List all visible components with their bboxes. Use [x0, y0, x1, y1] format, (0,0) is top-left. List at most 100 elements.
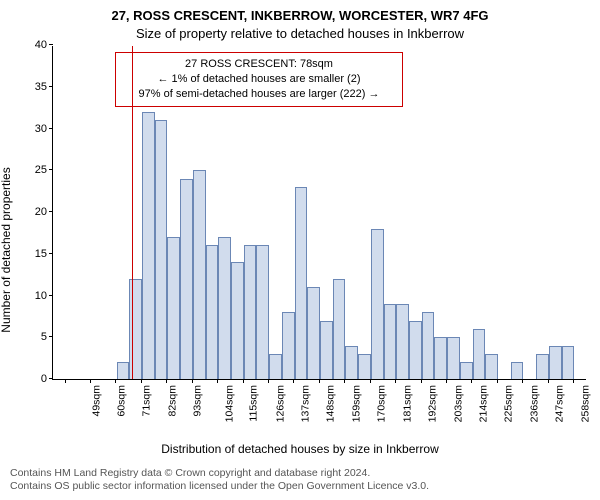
footer-attribution: Contains HM Land Registry data © Crown c… — [10, 467, 429, 494]
x-tick-label: 203sqm — [452, 385, 464, 422]
histogram-bar — [218, 237, 231, 379]
y-tick-mark — [49, 295, 53, 296]
histogram-bar — [422, 312, 435, 379]
x-tick-mark — [548, 379, 549, 383]
x-tick-label: 159sqm — [350, 385, 362, 422]
x-tick-label: 60sqm — [116, 385, 128, 417]
x-tick-mark — [446, 379, 447, 383]
y-tick-mark — [49, 253, 53, 254]
y-tick-label: 25 — [35, 164, 53, 176]
x-tick-label: 115sqm — [248, 385, 260, 422]
histogram-bar — [562, 346, 575, 379]
x-tick-label: 148sqm — [325, 385, 337, 422]
property-marker-line — [132, 46, 133, 379]
histogram-bar — [549, 346, 562, 379]
x-tick-label: 258sqm — [579, 385, 591, 422]
x-tick-mark — [319, 379, 320, 383]
histogram-bar — [447, 337, 460, 379]
x-tick-label: 225sqm — [503, 385, 515, 422]
chart-title-address: 27, ROSS CRESCENT, INKBERROW, WORCESTER,… — [0, 8, 600, 23]
x-tick-mark — [522, 379, 523, 383]
x-tick-label: 93sqm — [192, 385, 204, 417]
x-tick-label: 236sqm — [528, 385, 540, 422]
histogram-bar — [409, 321, 422, 379]
x-tick-mark — [141, 379, 142, 383]
histogram-chart: 27, ROSS CRESCENT, INKBERROW, WORCESTER,… — [0, 0, 600, 500]
x-tick-mark — [166, 379, 167, 383]
x-tick-label: 71sqm — [141, 385, 153, 417]
x-tick-mark — [243, 379, 244, 383]
x-tick-label: 170sqm — [376, 385, 388, 422]
x-tick-label: 137sqm — [299, 385, 311, 422]
x-tick-mark — [344, 379, 345, 383]
x-tick-label: 214sqm — [477, 385, 489, 422]
x-tick-label: 126sqm — [274, 385, 286, 422]
histogram-bar — [434, 337, 447, 379]
x-tick-mark — [90, 379, 91, 383]
histogram-bar — [256, 245, 269, 379]
y-tick-mark — [49, 169, 53, 170]
x-tick-mark — [293, 379, 294, 383]
y-tick-mark — [49, 86, 53, 87]
x-tick-mark — [192, 379, 193, 383]
x-tick-mark — [573, 379, 574, 383]
footer-line-2: Contains OS public sector information li… — [10, 480, 429, 494]
histogram-bar — [536, 354, 549, 379]
x-tick-label: 104sqm — [223, 385, 235, 422]
x-tick-mark — [421, 379, 422, 383]
histogram-bar — [511, 362, 524, 379]
annotation-line-3: 97% of semi-detached houses are larger (… — [124, 87, 394, 102]
histogram-bar — [307, 287, 320, 379]
x-tick-mark — [471, 379, 472, 383]
footer-line-1: Contains HM Land Registry data © Crown c… — [10, 467, 429, 481]
x-tick-mark — [115, 379, 116, 383]
y-tick-label: 20 — [35, 206, 53, 218]
histogram-bar — [155, 120, 168, 379]
histogram-bar — [244, 245, 257, 379]
y-tick-label: 15 — [35, 248, 53, 260]
x-tick-label: 49sqm — [90, 385, 102, 417]
histogram-bar — [206, 245, 219, 379]
histogram-bar — [117, 362, 130, 379]
histogram-bar — [167, 237, 180, 379]
y-tick-label: 40 — [35, 39, 53, 51]
x-tick-label: 247sqm — [554, 385, 566, 422]
chart-subtitle: Size of property relative to detached ho… — [0, 26, 600, 41]
histogram-bar — [333, 279, 346, 379]
x-tick-mark — [395, 379, 396, 383]
histogram-bar — [384, 304, 397, 379]
y-tick-mark — [49, 378, 53, 379]
x-tick-label: 192sqm — [426, 385, 438, 422]
y-tick-label: 35 — [35, 81, 53, 93]
histogram-bar — [231, 262, 244, 379]
histogram-bar — [460, 362, 473, 379]
histogram-bar — [396, 304, 409, 379]
y-tick-label: 30 — [35, 123, 53, 135]
histogram-bar — [180, 179, 193, 379]
x-tick-mark — [268, 379, 269, 383]
histogram-bar — [485, 354, 498, 379]
y-tick-mark — [49, 44, 53, 45]
y-tick-mark — [49, 336, 53, 337]
y-tick-label: 0 — [41, 373, 53, 385]
histogram-bar — [358, 354, 371, 379]
x-tick-label: 82sqm — [166, 385, 178, 417]
plot-area: 27 ROSS CRESCENT: 78sqm ← 1% of detached… — [52, 46, 586, 380]
histogram-bar — [371, 229, 384, 379]
x-axis-label: Distribution of detached houses by size … — [0, 442, 600, 456]
y-tick-mark — [49, 128, 53, 129]
histogram-bar — [295, 187, 308, 379]
x-tick-mark — [370, 379, 371, 383]
annotation-line-2: ← 1% of detached houses are smaller (2) — [124, 72, 394, 87]
y-tick-label: 10 — [35, 290, 53, 302]
histogram-bar — [345, 346, 358, 379]
histogram-bar — [320, 321, 333, 379]
annotation-line-1: 27 ROSS CRESCENT: 78sqm — [124, 57, 394, 72]
x-tick-mark — [65, 379, 66, 383]
annotation-box: 27 ROSS CRESCENT: 78sqm ← 1% of detached… — [115, 52, 403, 107]
x-tick-mark — [217, 379, 218, 383]
histogram-bar — [193, 170, 206, 379]
x-tick-label: 181sqm — [401, 385, 413, 422]
y-tick-label: 5 — [41, 331, 53, 343]
histogram-bar — [142, 112, 155, 379]
